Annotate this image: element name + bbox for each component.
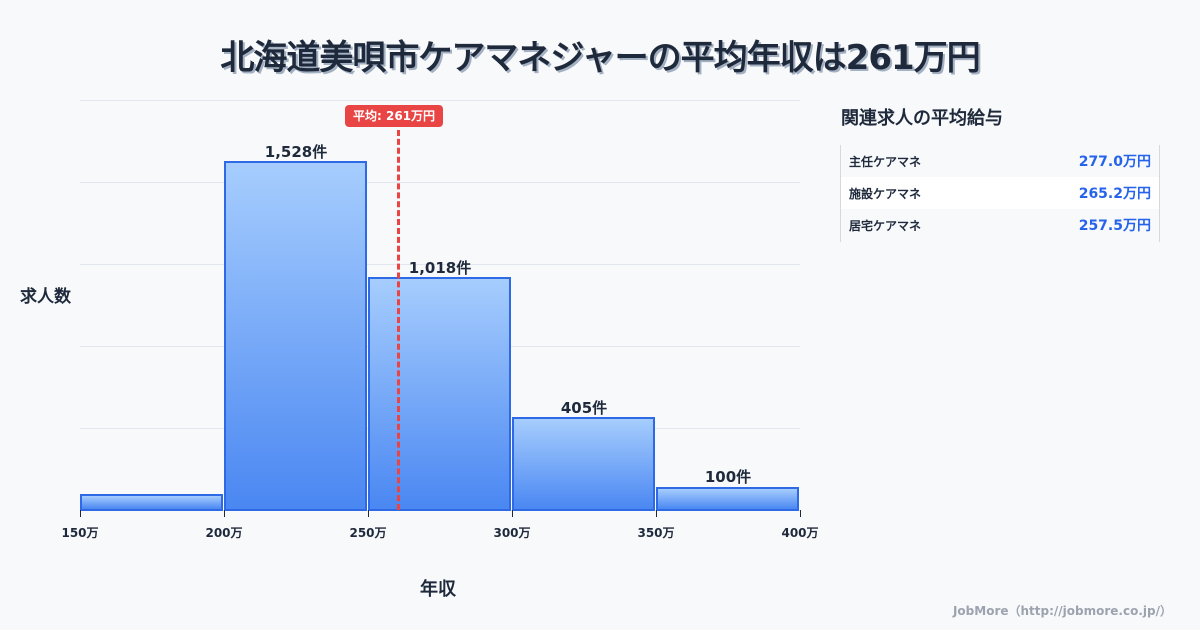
x-tick xyxy=(224,510,225,517)
gridline xyxy=(80,264,800,265)
gridline xyxy=(80,100,800,101)
bar-150-200 xyxy=(80,494,223,511)
average-badge: 平均: 261万円 xyxy=(345,105,444,127)
histogram-chart: 求人数 1,528件 1,018件 405件 100件 平均: 261万円 15… xyxy=(20,100,819,600)
salary-value: 257.5万円 xyxy=(1078,218,1151,234)
bar-label: 405件 xyxy=(560,399,608,417)
x-tick xyxy=(656,510,657,517)
average-line xyxy=(397,130,400,510)
job-name: 居宅ケアマネ xyxy=(849,218,922,233)
table-row: 主任ケアマネ 277.0万円 xyxy=(841,145,1159,177)
table-row: 施設ケアマネ 265.2万円 xyxy=(841,177,1159,209)
bar-300-350 xyxy=(512,417,655,511)
salary-value: 265.2万円 xyxy=(1078,186,1151,202)
x-tick-label: 250万 xyxy=(349,526,387,540)
x-tick-label: 300万 xyxy=(493,526,531,540)
x-tick-label: 150万 xyxy=(61,526,99,540)
gridline xyxy=(80,182,800,183)
bar-label: 100件 xyxy=(704,468,752,486)
related-salary-title: 関連求人の平均給与 xyxy=(841,108,1003,129)
salary-value: 277.0万円 xyxy=(1078,154,1151,170)
x-tick xyxy=(800,510,801,517)
x-tick-label: 350万 xyxy=(637,526,675,540)
bar-label: 1,528件 xyxy=(264,143,328,161)
x-tick-label: 200万 xyxy=(205,526,243,540)
bar-350-400 xyxy=(656,487,799,511)
x-tick xyxy=(80,510,81,517)
y-axis-label: 求人数 xyxy=(20,287,71,307)
x-tick-label: 400万 xyxy=(781,526,819,540)
bar-label: 1,018件 xyxy=(408,259,472,277)
bar-200-250 xyxy=(224,161,367,511)
x-axis-label: 年収 xyxy=(420,579,456,600)
bar-250-300 xyxy=(368,277,511,511)
job-name: 主任ケアマネ xyxy=(849,154,922,169)
x-tick xyxy=(368,510,369,517)
job-name: 施設ケアマネ xyxy=(849,186,922,201)
page-title: 北海道美唄市ケアマネジャーの平均年収は261万円 xyxy=(220,38,980,78)
related-salary-table: 主任ケアマネ 277.0万円 施設ケアマネ 265.2万円 居宅ケアマネ 257… xyxy=(840,145,1160,242)
table-row: 居宅ケアマネ 257.5万円 xyxy=(841,209,1159,241)
x-tick xyxy=(512,510,513,517)
source-credit: JobMore（http://jobmore.co.jp/） xyxy=(952,604,1172,618)
